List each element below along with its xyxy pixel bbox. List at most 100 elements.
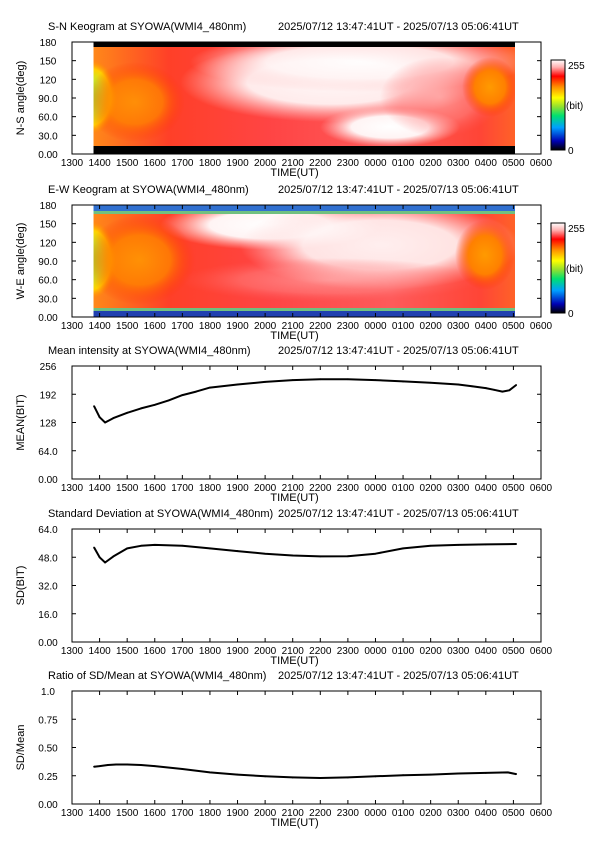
chart-title: Mean intensity at SYOWA(WMI4_480nm) [48, 345, 251, 357]
x-tick-label: 1300 [61, 646, 84, 657]
data-point [93, 765, 95, 768]
chart-title: E-W Keogram at SYOWA(WMI4_480nm) [48, 184, 249, 196]
data-point [493, 388, 495, 391]
data-point [126, 547, 129, 550]
x-tick-label: 1600 [144, 646, 167, 657]
data-point [93, 405, 95, 408]
data-series-line [93, 378, 517, 424]
data-point [140, 544, 142, 547]
data-point [402, 380, 404, 383]
x-tick-label: 0200 [420, 158, 443, 169]
y-tick-label: 256 [40, 362, 57, 373]
data-point [106, 764, 109, 766]
x-tick-label: 1600 [144, 808, 167, 819]
y-tick-label: 32.0 [38, 582, 58, 593]
y-tick-label: 150 [40, 57, 57, 68]
x-tick-label: 0300 [447, 158, 470, 169]
y-tick-label: 120 [40, 75, 57, 86]
x-tick-label: 1300 [61, 321, 84, 332]
data-point [167, 399, 170, 402]
y-tick-label: 60.0 [38, 113, 58, 124]
chart-panel-2: E-W Keogram at SYOWA(WMI4_480nm) 2025/07/… [15, 184, 585, 342]
data-point [112, 555, 115, 558]
x-axis-label: TIME(UT) [270, 492, 318, 504]
data-point [153, 403, 156, 406]
x-tick-label: 1900 [226, 808, 249, 819]
x-tick-label: 0000 [364, 483, 387, 494]
data-point [181, 394, 184, 397]
data-point [506, 771, 509, 774]
y-axis-label: MEAN(BIT) [15, 394, 27, 450]
x-tick-label: 1400 [88, 158, 111, 169]
y-tick-label: 128 [40, 419, 57, 430]
chart-title: Standard Deviation at SYOWA(WMI4_480nm) [48, 508, 273, 520]
x-tick-label: 0100 [392, 321, 415, 332]
data-point [209, 547, 211, 550]
data-point [126, 411, 129, 414]
y-tick-label: 0.50 [38, 744, 58, 755]
x-axis-label: TIME(UT) [270, 817, 318, 829]
x-tick-label: 0500 [502, 646, 525, 657]
data-point [264, 380, 267, 383]
colorbar-unit-label: (bit) [566, 101, 583, 112]
x-tick-label: 2000 [254, 483, 277, 494]
y-tick-label: 64.0 [38, 525, 58, 536]
y-tick-label: 60.0 [38, 276, 58, 287]
y-axis-label: N-S angle(deg) [15, 61, 27, 136]
y-tick-label: 90.0 [38, 257, 58, 268]
data-point [236, 550, 239, 552]
y-tick-label: 30.0 [38, 131, 58, 142]
x-tick-label: 1900 [226, 483, 249, 494]
x-tick-label: 1800 [199, 158, 222, 169]
x-tick-label: 1500 [116, 158, 139, 169]
x-tick-label: 2000 [254, 158, 277, 169]
y-tick-label: 0.00 [38, 638, 58, 649]
color-scale-bar [550, 222, 566, 314]
x-tick-label: 1500 [116, 646, 139, 657]
y-tick-label: 64.0 [38, 447, 58, 458]
x-tick-label: 1900 [226, 321, 249, 332]
x-tick-label: 2300 [337, 808, 360, 819]
data-point [126, 763, 129, 766]
y-tick-label: 30.0 [38, 294, 58, 305]
x-tick-label: 0100 [392, 483, 415, 494]
x-tick-label: 1300 [61, 158, 84, 169]
x-tick-label: 2200 [309, 158, 332, 169]
x-tick-label: 2200 [309, 646, 332, 657]
chart-panel-1: S-N Keogram at SYOWA(WMI4_480nm) 2025/07/… [15, 21, 585, 179]
data-point [429, 381, 432, 384]
y-tick-label: 0.00 [38, 475, 58, 486]
data-point [112, 417, 115, 419]
y-tick-label: 120 [40, 238, 57, 249]
colorbar-max-label: 255 [568, 61, 585, 72]
x-tick-label: 2000 [254, 808, 277, 819]
y-axis-label: W-E angle(deg) [15, 223, 27, 300]
data-point [264, 775, 267, 778]
x-tick-label: 1500 [116, 483, 139, 494]
data-point [291, 379, 294, 382]
data-point [264, 552, 267, 555]
data-point [508, 389, 511, 392]
x-tick-label: 0200 [420, 483, 443, 494]
plot-frame [71, 690, 542, 805]
colorbar-min-label: 0 [568, 309, 574, 320]
data-point [319, 378, 322, 381]
data-point [484, 543, 487, 546]
y-tick-label: 0.25 [38, 772, 58, 783]
x-tick-label: 0200 [420, 321, 443, 332]
data-point [346, 776, 349, 779]
y-tick-label: 150 [40, 220, 57, 231]
colorbar-unit-label: (bit) [566, 264, 583, 275]
x-tick-label: 0500 [502, 158, 525, 169]
y-tick-label: 180 [40, 38, 57, 49]
data-point [402, 774, 404, 777]
data-point [236, 773, 239, 776]
data-point [140, 407, 142, 410]
x-tick-label: 0200 [420, 646, 443, 657]
data-point [515, 384, 518, 386]
data-point [93, 546, 95, 549]
chart-time-range: 2025/07/12 13:47:41UT - 2025/07/13 05:06… [278, 21, 519, 33]
chart-title: Ratio of SD/Mean at SYOWA(WMI4_480nm) [48, 670, 266, 682]
x-tick-label: 1800 [199, 321, 222, 332]
